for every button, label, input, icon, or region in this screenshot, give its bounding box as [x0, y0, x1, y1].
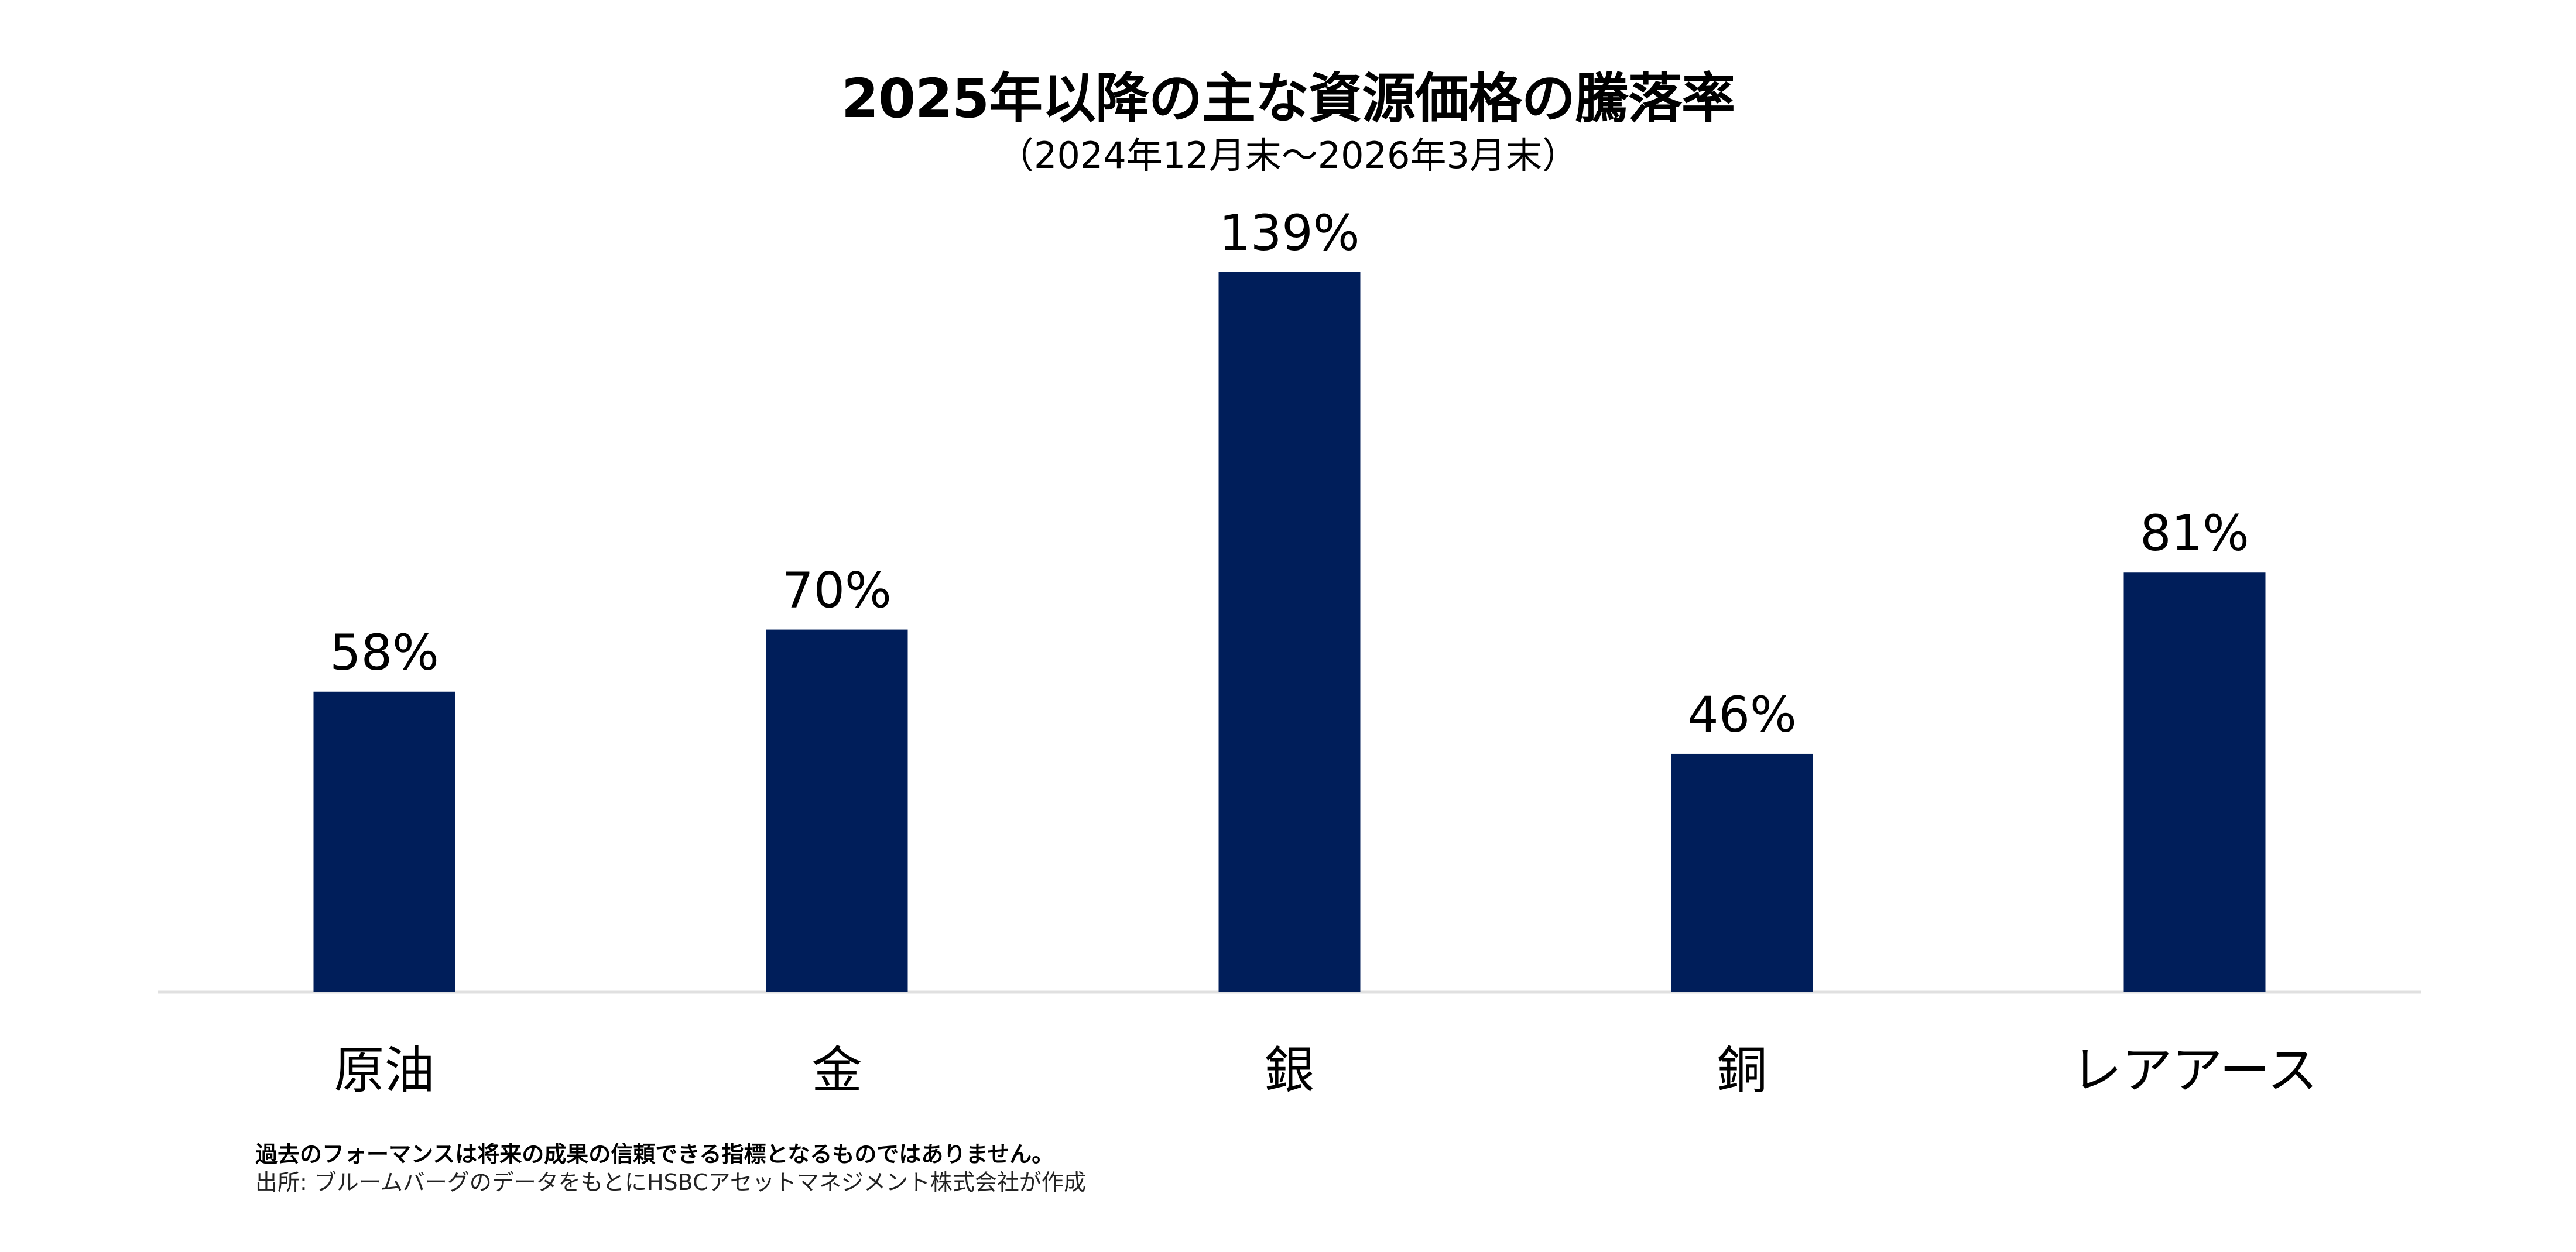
chart-title: 2025年以降の主な資源価格の騰落率: [841, 67, 1735, 130]
performance-disclaimer: 過去のフォーマンスは将来の成果の信頼できる指標となるものではありません。: [255, 1141, 1054, 1167]
bar: [766, 629, 908, 992]
source-note: 出所: ブルームバーグのデータをもとにHSBCアセットマネジメント株式会社が作成: [255, 1169, 1086, 1195]
bar: [313, 691, 455, 992]
bar: [1671, 753, 1813, 992]
data-label: 46%: [1687, 686, 1797, 743]
data-label: 70%: [782, 562, 892, 619]
data-label: 58%: [330, 624, 439, 681]
x-tick-label: 金: [812, 1041, 862, 1100]
x-tick-label: レアアース: [2071, 1041, 2318, 1100]
x-tick-label: 原油: [334, 1041, 435, 1100]
x-tick-label: 銅: [1717, 1041, 1767, 1100]
chart-subtitle: （2024年12月末～2026年3月末）: [998, 134, 1578, 177]
bar: [2123, 572, 2266, 992]
bar: [1218, 272, 1361, 992]
data-label: 139%: [1219, 204, 1359, 262]
x-tick-label: 銀: [1265, 1041, 1315, 1100]
data-label: 81%: [2140, 505, 2249, 562]
